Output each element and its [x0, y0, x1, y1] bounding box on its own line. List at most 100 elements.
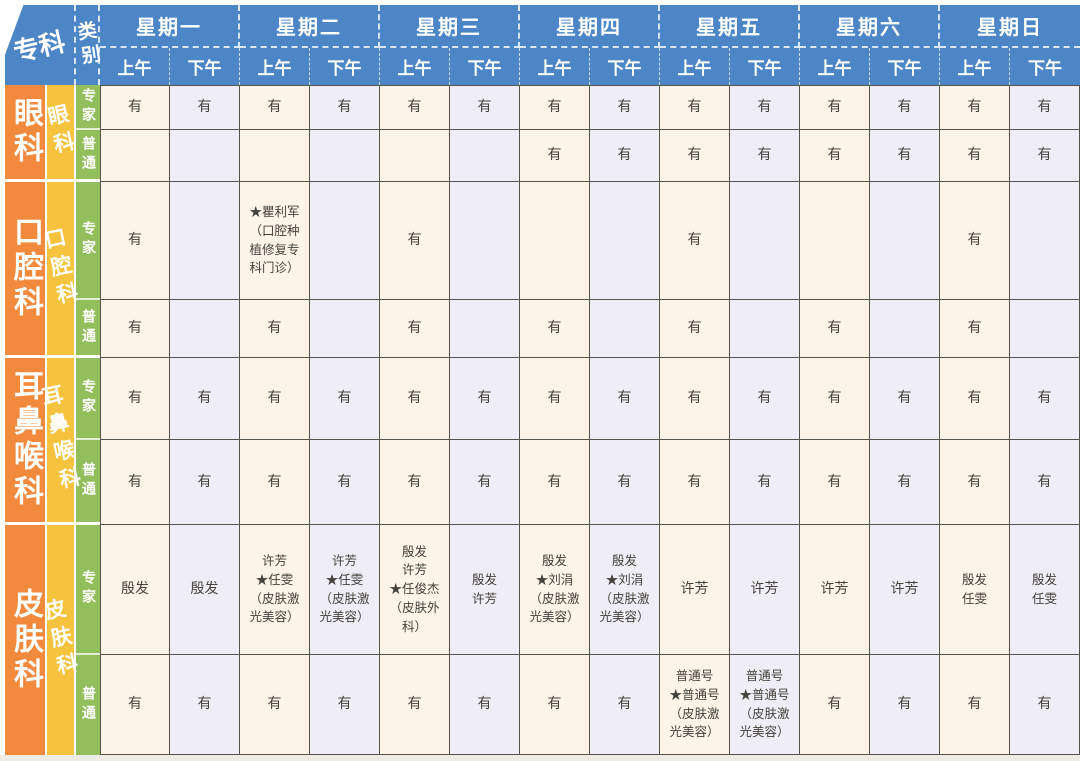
schedule-cell: 有	[940, 85, 1010, 130]
schedule-cell: 有	[310, 655, 380, 755]
schedule-cell: 有	[660, 182, 730, 300]
schedule-cell: 有	[240, 440, 310, 525]
category-label-text: 专家	[80, 379, 96, 417]
am-header: 上午	[240, 48, 310, 85]
schedule-cell: 有	[660, 358, 730, 440]
specialty-sublabel: 皮肤科	[41, 525, 81, 755]
schedule-cell	[450, 300, 520, 358]
schedule-cell: 有	[380, 85, 450, 130]
schedule-cell: 许芳 ★任雯 （皮肤激 光美容）	[240, 525, 310, 655]
specialty-label-text: 耳鼻喉科	[8, 370, 43, 510]
schedule-cell: ★瞿利军 （口腔种 植修复专 科门诊）	[240, 182, 310, 300]
schedule-cell: 有	[590, 130, 660, 182]
schedule-cell: 有	[450, 358, 520, 440]
schedule-cell	[170, 130, 240, 182]
schedule-cell: 有	[730, 130, 800, 182]
schedule-cell	[590, 182, 660, 300]
schedule-cell: 殷发 许芳 ★任俊杰 （皮肤外 科）	[380, 525, 450, 655]
schedule-cell: 许芳 ★任雯 （皮肤激 光美容）	[310, 525, 380, 655]
schedule-cell: 有	[1010, 440, 1080, 525]
schedule-cell	[730, 182, 800, 300]
schedule-cell: 有	[310, 85, 380, 130]
category-label: 专家	[76, 525, 100, 655]
category-label: 普通	[76, 655, 100, 755]
schedule-cell: 有	[520, 655, 590, 755]
schedule-cell: 有	[520, 130, 590, 182]
category-corner-header: 类别	[72, 5, 103, 85]
schedule-cell: 有	[520, 300, 590, 358]
schedule-cell: 有	[800, 440, 870, 525]
schedule-cell: 殷发	[170, 525, 240, 655]
schedule-cell: 有	[520, 358, 590, 440]
schedule-cell: 有	[310, 358, 380, 440]
schedule-cell: 有	[380, 300, 450, 358]
specialty-sublabel-text: 皮肤科	[40, 596, 82, 684]
schedule-cell: 殷发 ★刘涓 （皮肤激 光美容）	[590, 525, 660, 655]
schedule-cell	[170, 182, 240, 300]
schedule-cell: 有	[170, 85, 240, 130]
schedule-cell: 有	[660, 300, 730, 358]
specialty-label: 耳鼻喉科	[5, 358, 47, 525]
category-label-text: 普通	[80, 462, 96, 500]
category-label-text: 普通	[80, 686, 96, 724]
category-corner-label: 类别	[72, 19, 103, 71]
pm-header: 下午	[170, 48, 240, 85]
schedule-cell: 许芳	[800, 525, 870, 655]
schedule-cell: 有	[660, 85, 730, 130]
schedule-cell: 许芳	[870, 525, 940, 655]
schedule-cell: 有	[1010, 85, 1080, 130]
specialty-corner-label: 专科	[11, 26, 69, 68]
am-header: 上午	[100, 48, 170, 85]
schedule-cell	[450, 182, 520, 300]
category-label: 专家	[76, 85, 100, 130]
schedule-cell: 有	[170, 655, 240, 755]
schedule-cell: 有	[940, 440, 1010, 525]
schedule-cell: 有	[100, 182, 170, 300]
schedule-cell: 有	[590, 655, 660, 755]
specialty-sublabel-text: 口腔科	[40, 224, 82, 312]
schedule-cell: 有	[100, 85, 170, 130]
specialty-label: 眼科	[5, 85, 47, 182]
day-header: 星期五	[660, 5, 800, 48]
schedule-cell: 有	[240, 300, 310, 358]
day-header: 星期六	[800, 5, 940, 48]
specialty-sublabel-text: 眼科	[43, 102, 79, 162]
pm-header: 下午	[870, 48, 940, 85]
day-header: 星期日	[940, 5, 1080, 48]
schedule-cell: 有	[590, 440, 660, 525]
schedule-cell: 有	[1010, 655, 1080, 755]
schedule-cell: 有	[940, 655, 1010, 755]
category-label: 普通	[76, 130, 100, 182]
pm-header: 下午	[590, 48, 660, 85]
schedule-cell: 有	[100, 440, 170, 525]
schedule-cell: 有	[730, 440, 800, 525]
schedule-cell: 有	[450, 655, 520, 755]
schedule-cell: 有	[870, 130, 940, 182]
schedule-cell: 有	[170, 440, 240, 525]
schedule-cell: 有	[730, 85, 800, 130]
bottom-strip	[0, 755, 1080, 761]
schedule-cell: 有	[870, 358, 940, 440]
schedule-cell: 有	[170, 358, 240, 440]
specialty-label: 口腔科	[5, 182, 47, 358]
am-header: 上午	[520, 48, 590, 85]
schedule-cell	[310, 300, 380, 358]
category-label: 普通	[76, 300, 100, 358]
day-header: 星期一	[100, 5, 240, 48]
schedule-cell	[800, 182, 870, 300]
schedule-cell: 有	[800, 358, 870, 440]
schedule-cell	[870, 182, 940, 300]
schedule-cell: 有	[520, 440, 590, 525]
schedule-cell: 有	[240, 655, 310, 755]
am-header: 上午	[660, 48, 730, 85]
schedule-cell: 有	[240, 85, 310, 130]
schedule-cell	[870, 300, 940, 358]
schedule-cell: 有	[520, 85, 590, 130]
schedule-cell: 有	[870, 655, 940, 755]
schedule-cell: 普通号 ★普通号 （皮肤激 光美容）	[660, 655, 730, 755]
specialty-label-text: 皮肤科	[8, 587, 43, 693]
schedule-table: 专科 类别 星期一 星期二 星期三 星期四 星期五 星期六 星期日 上午 下午 上午 下午 上午 下午上…	[5, 5, 1080, 755]
schedule-cell: 许芳	[730, 525, 800, 655]
specialty-sublabel: 耳鼻喉科	[38, 358, 84, 525]
specialty-label: 皮肤科	[5, 525, 47, 755]
